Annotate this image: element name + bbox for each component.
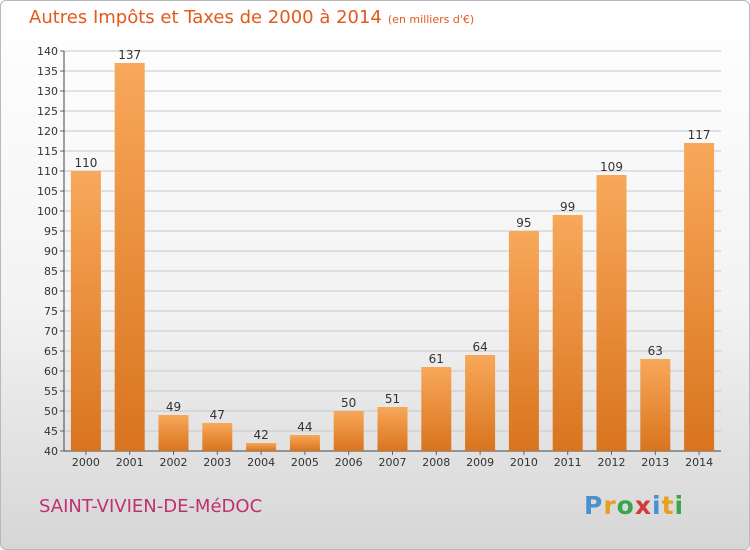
unit-label: (en milliers d'€)	[387, 13, 475, 26]
bar	[333, 411, 364, 451]
y-tick-label: 105	[37, 185, 58, 198]
proxiti-logo: Proxiti	[584, 491, 684, 520]
commune-name: SAINT-VIVIEN-DE-MéDOC	[39, 496, 263, 517]
logo-letter: t	[661, 491, 675, 520]
x-tick-label: 2004	[247, 456, 275, 469]
y-tick-label: 45	[44, 425, 58, 438]
y-tick-label: 85	[44, 265, 58, 278]
bar	[158, 415, 189, 451]
bar-value-label: 117	[688, 128, 711, 142]
y-tick-label: 95	[44, 225, 58, 238]
y-tick-label: 135	[37, 65, 58, 78]
logo-letter: P	[584, 491, 604, 520]
y-tick-label: 90	[44, 245, 58, 258]
x-tick-label: 2010	[510, 456, 538, 469]
bar-value-label: 51	[385, 392, 400, 406]
bar	[246, 443, 277, 451]
bar-value-label: 99	[560, 200, 575, 214]
y-tick-labels: 40 45 50 55 60 65 70 75 80 85 90 95 100 105 110 115 120 1…	[37, 45, 58, 458]
x-tick-label: 2011	[554, 456, 582, 469]
x-tick-label: 2006	[335, 456, 363, 469]
bars	[70, 63, 715, 451]
bar-value-label: 64	[472, 340, 487, 354]
y-tick-label: 50	[44, 405, 58, 418]
bar	[684, 143, 715, 451]
x-tick-label: 2009	[466, 456, 494, 469]
bar	[289, 435, 320, 451]
bar-value-label: 63	[648, 344, 663, 358]
bar	[70, 171, 101, 451]
x-tick-label: 2002	[160, 456, 188, 469]
y-tick-label: 75	[44, 305, 58, 318]
bar-value-label: 44	[297, 420, 312, 434]
x-tick-label: 2003	[203, 456, 231, 469]
x-tick-label: 2014	[685, 456, 713, 469]
y-tick-label: 70	[44, 325, 58, 338]
bar-value-label: 47	[210, 408, 225, 422]
bar-value-label: 42	[253, 428, 268, 442]
logo-letter: i	[652, 491, 662, 520]
x-tick-label: 2000	[72, 456, 100, 469]
bar	[508, 231, 539, 451]
x-tick-label: 2008	[422, 456, 450, 469]
bar	[202, 423, 233, 451]
bar	[465, 355, 496, 451]
y-tick-label: 110	[37, 165, 58, 178]
chart-title: Autres Impôts et Taxes de 2000 à 2014 (en…	[29, 7, 474, 28]
bar-value-label: 61	[429, 352, 444, 366]
bar-value-label: 109	[600, 160, 623, 174]
x-tick-label: 2001	[116, 456, 144, 469]
x-tick-label: 2012	[598, 456, 626, 469]
y-tick-label: 115	[37, 145, 58, 158]
x-tick-labels: 2000 2001 2002 2003 2004 2005 2006 2007 2008 2009…	[72, 451, 713, 469]
y-tick-label: 65	[44, 345, 58, 358]
y-tick-label: 120	[37, 125, 58, 138]
bar	[640, 359, 671, 451]
y-tick-label: 130	[37, 85, 58, 98]
x-tick-label: 2007	[379, 456, 407, 469]
logo-letter: i	[674, 491, 685, 520]
y-tick-label: 80	[44, 285, 58, 298]
bar	[114, 63, 145, 451]
bar-value-label: 49	[166, 400, 181, 414]
logo-letter: x	[634, 491, 652, 520]
bar	[377, 407, 408, 451]
x-tick-label: 2005	[291, 456, 319, 469]
y-tick-label: 40	[44, 445, 58, 458]
bar-value-label: 95	[516, 216, 531, 230]
y-tick-label: 60	[44, 365, 58, 378]
bar-value-label: 137	[118, 48, 141, 62]
value-labels: 110 137 49 47 42 44 50 51 61 64 95 99 109 63 117	[74, 48, 710, 442]
y-tick-label: 125	[37, 105, 58, 118]
y-tick-label: 100	[37, 205, 58, 218]
bar-value-label: 110	[74, 156, 97, 170]
logo-letter: o	[616, 491, 635, 520]
bar-value-label: 50	[341, 396, 356, 410]
y-tick-label: 55	[44, 385, 58, 398]
bar	[596, 175, 627, 451]
x-tick-label: 2013	[641, 456, 669, 469]
bar	[552, 215, 583, 451]
y-tick-label: 140	[37, 45, 58, 58]
title-text: Autres Impôts et Taxes de 2000 à 2014	[29, 7, 382, 28]
bar	[421, 367, 452, 451]
logo-letter: r	[603, 491, 617, 520]
